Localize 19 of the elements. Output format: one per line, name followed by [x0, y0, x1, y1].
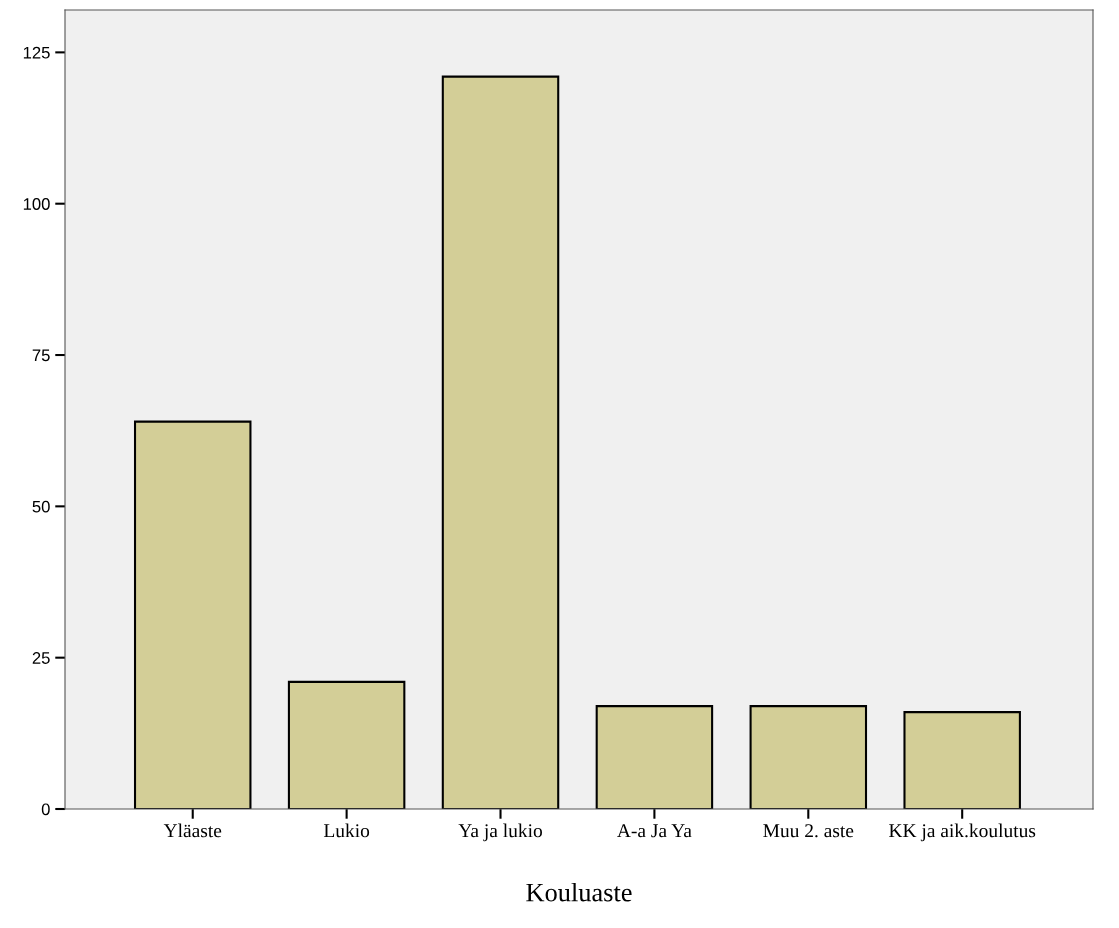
bar [133, 420, 252, 809]
bar [287, 680, 406, 809]
bar [441, 75, 560, 809]
x-tick-label: KK ja aik.koulutus [889, 823, 1036, 842]
y-tick-label: 100 [23, 198, 50, 210]
x-tick-label: Lukio [323, 823, 370, 838]
y-tick-label: 0 [41, 803, 50, 816]
x-tick-label: Muu 2. aste [763, 824, 854, 838]
x-axis-title: Kouluaste [526, 882, 632, 902]
y-tick-label: 50 [32, 500, 50, 513]
y-tick-label: 25 [32, 652, 50, 664]
bar [903, 711, 1021, 809]
bar [595, 705, 714, 809]
bar [749, 705, 868, 809]
x-tick-label: Yläaste [163, 823, 222, 838]
y-tick-label: 75 [32, 349, 50, 362]
y-tick-label: 125 [23, 46, 50, 59]
x-tick-label: A-a Ja Ya [617, 824, 692, 838]
x-tick-label: Ya ja lukio [458, 823, 542, 842]
